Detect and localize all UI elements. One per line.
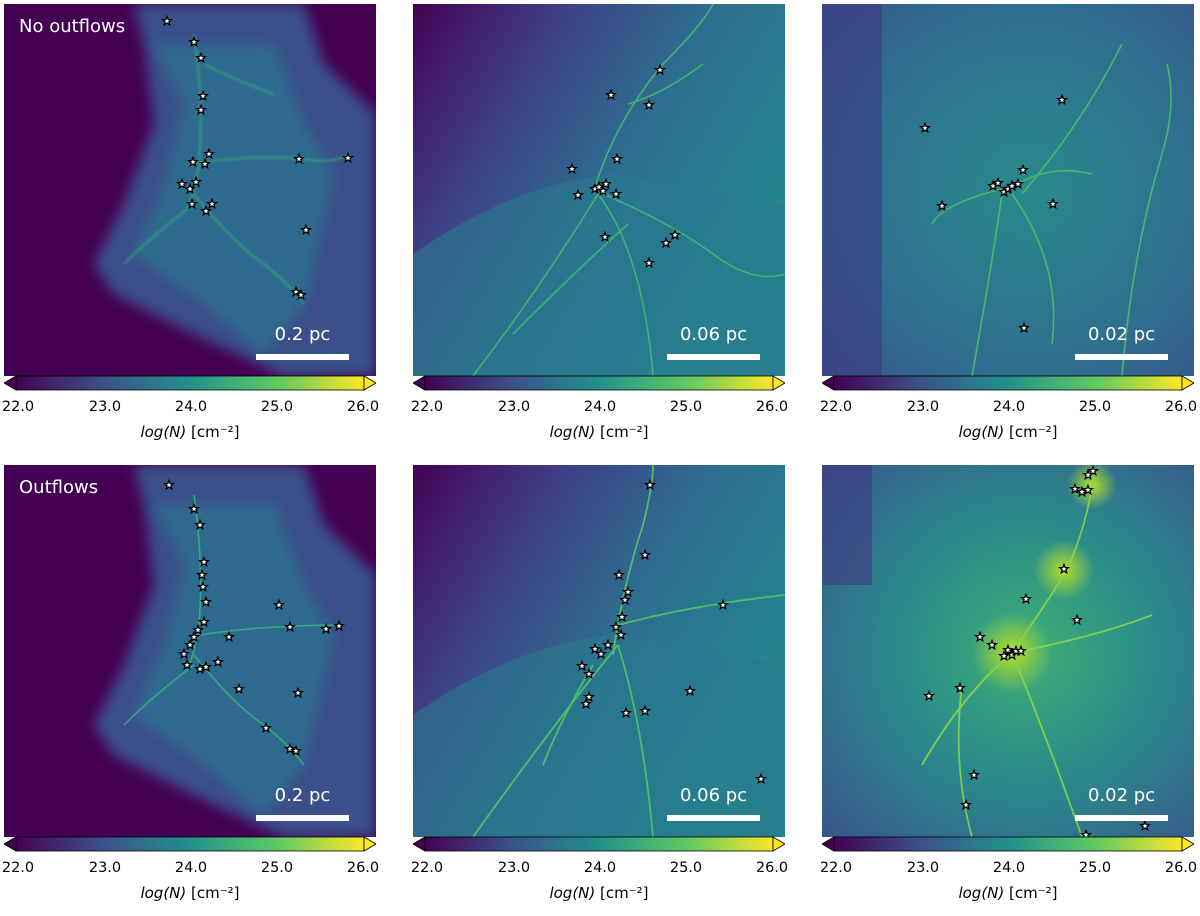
- colorbar-tick: 25.0: [1078, 860, 1112, 876]
- colorbar-label: log(N) [cm⁻²]: [140, 884, 240, 902]
- colorbar: 22.0 23.0 24.0 25.0 26.0 log(N) [cm⁻²]: [1, 836, 380, 916]
- colorbar-tick: 25.0: [260, 399, 294, 415]
- panel-no-outflows-medium: 0.06 pc: [413, 4, 785, 376]
- colorbar-tick: 26.0: [1164, 399, 1198, 415]
- scale-bar-label: 0.06 pc: [679, 785, 748, 806]
- sink-particles: [162, 15, 353, 300]
- colorbar-tick: 23.0: [88, 399, 122, 415]
- colorbar: 22.0 23.0 24.0 25.0 26.0 log(N) [cm⁻²]: [819, 375, 1198, 455]
- colorbar-gradient: [4, 836, 376, 852]
- colorbar: 22.0 23.0 24.0 25.0 26.0 log(N) [cm⁻²]: [1, 375, 380, 455]
- panel-outflows-small: 0.02 pc: [822, 465, 1194, 837]
- colorbar-tick: 26.0: [755, 860, 789, 876]
- scale-bar: [256, 815, 349, 821]
- column-density-map: [4, 4, 376, 376]
- colorbar-tick: 24.0: [583, 399, 617, 415]
- sink-particles: [567, 64, 680, 268]
- colorbar-tick: 25.0: [1078, 399, 1112, 415]
- colorbar-label: log(N) [cm⁻²]: [549, 423, 649, 441]
- row-label: Outflows: [19, 477, 99, 498]
- panel-no-outflows-large: No outflows 0.2 pc: [4, 4, 376, 376]
- star-icon: [920, 94, 1067, 333]
- colorbar-tick: 24.0: [174, 399, 208, 415]
- colorbar-tick: 22.0: [819, 860, 853, 876]
- scale-bar: [1075, 354, 1168, 360]
- scale-bar: [1075, 815, 1168, 821]
- colorbar-tick: 22.0: [819, 399, 853, 415]
- scale-bar-label: 0.06 pc: [679, 324, 748, 345]
- star-icon: [567, 64, 680, 268]
- colorbar-label: log(N) [cm⁻²]: [958, 423, 1058, 441]
- colorbar-gradient: [4, 375, 376, 391]
- panel-outflows-medium: 0.06 pc: [413, 465, 785, 837]
- scale-bar-label: 0.2 pc: [274, 785, 331, 806]
- sink-particles: [920, 94, 1067, 333]
- row-label: No outflows: [19, 16, 126, 37]
- colorbar-gradient: [413, 375, 785, 391]
- colorbar-tick: 26.0: [346, 860, 380, 876]
- column-density-map: [413, 465, 785, 837]
- panel-no-outflows-small: 0.02 pc: [822, 4, 1194, 376]
- colorbar-tick: 25.0: [260, 860, 294, 876]
- scale-bar-label: 0.2 pc: [274, 324, 331, 345]
- colorbar-tick: 23.0: [906, 860, 940, 876]
- colorbar-tick: 24.0: [992, 860, 1026, 876]
- star-icon: [577, 479, 766, 784]
- colorbar-tick: 23.0: [906, 399, 940, 415]
- colorbar-tick: 26.0: [755, 399, 789, 415]
- colorbar-tick: 23.0: [88, 860, 122, 876]
- scale-bar: [667, 354, 760, 360]
- star-icon: [164, 479, 344, 756]
- colorbar-tick: 26.0: [346, 399, 380, 415]
- colorbar-tick: 23.0: [497, 860, 531, 876]
- colorbar-tick: 24.0: [174, 860, 208, 876]
- colorbar-tick: 22.0: [1, 860, 35, 876]
- scale-bar-label: 0.02 pc: [1087, 324, 1156, 345]
- colorbar-tick: 22.0: [1, 399, 35, 415]
- star-icon: [162, 15, 353, 300]
- colorbar-label: log(N) [cm⁻²]: [958, 884, 1058, 902]
- colorbar-gradient: [413, 836, 785, 852]
- panel-outflows-large: Outflows 0.2 pc: [4, 465, 376, 837]
- colorbar-tick: 22.0: [410, 860, 444, 876]
- column-density-map: [4, 465, 376, 837]
- colorbar-tick: 25.0: [669, 860, 703, 876]
- sink-particles: [577, 479, 766, 784]
- colorbar-tick: 23.0: [497, 399, 531, 415]
- colorbar-gradient: [822, 836, 1194, 852]
- scale-bar: [256, 354, 349, 360]
- star-icon: [924, 465, 1150, 837]
- colorbar-tick: 24.0: [992, 399, 1026, 415]
- scale-bar: [667, 815, 760, 821]
- colorbar-label: log(N) [cm⁻²]: [549, 884, 649, 902]
- colorbar-tick: 24.0: [583, 860, 617, 876]
- colorbar-gradient: [822, 375, 1194, 391]
- sink-particles: [164, 479, 344, 756]
- scale-bar-label: 0.02 pc: [1087, 785, 1156, 806]
- colorbar: 22.0 23.0 24.0 25.0 26.0 log(N) [cm⁻²]: [410, 375, 789, 455]
- colorbar-tick: 26.0: [1164, 860, 1198, 876]
- colorbar-tick: 22.0: [410, 399, 444, 415]
- colorbar-label: log(N) [cm⁻²]: [140, 423, 240, 441]
- sink-particles: [924, 465, 1150, 837]
- colorbar-tick: 25.0: [669, 399, 703, 415]
- colorbar: 22.0 23.0 24.0 25.0 26.0 log(N) [cm⁻²]: [410, 836, 789, 916]
- colorbar: 22.0 23.0 24.0 25.0 26.0 log(N) [cm⁻²]: [819, 836, 1198, 916]
